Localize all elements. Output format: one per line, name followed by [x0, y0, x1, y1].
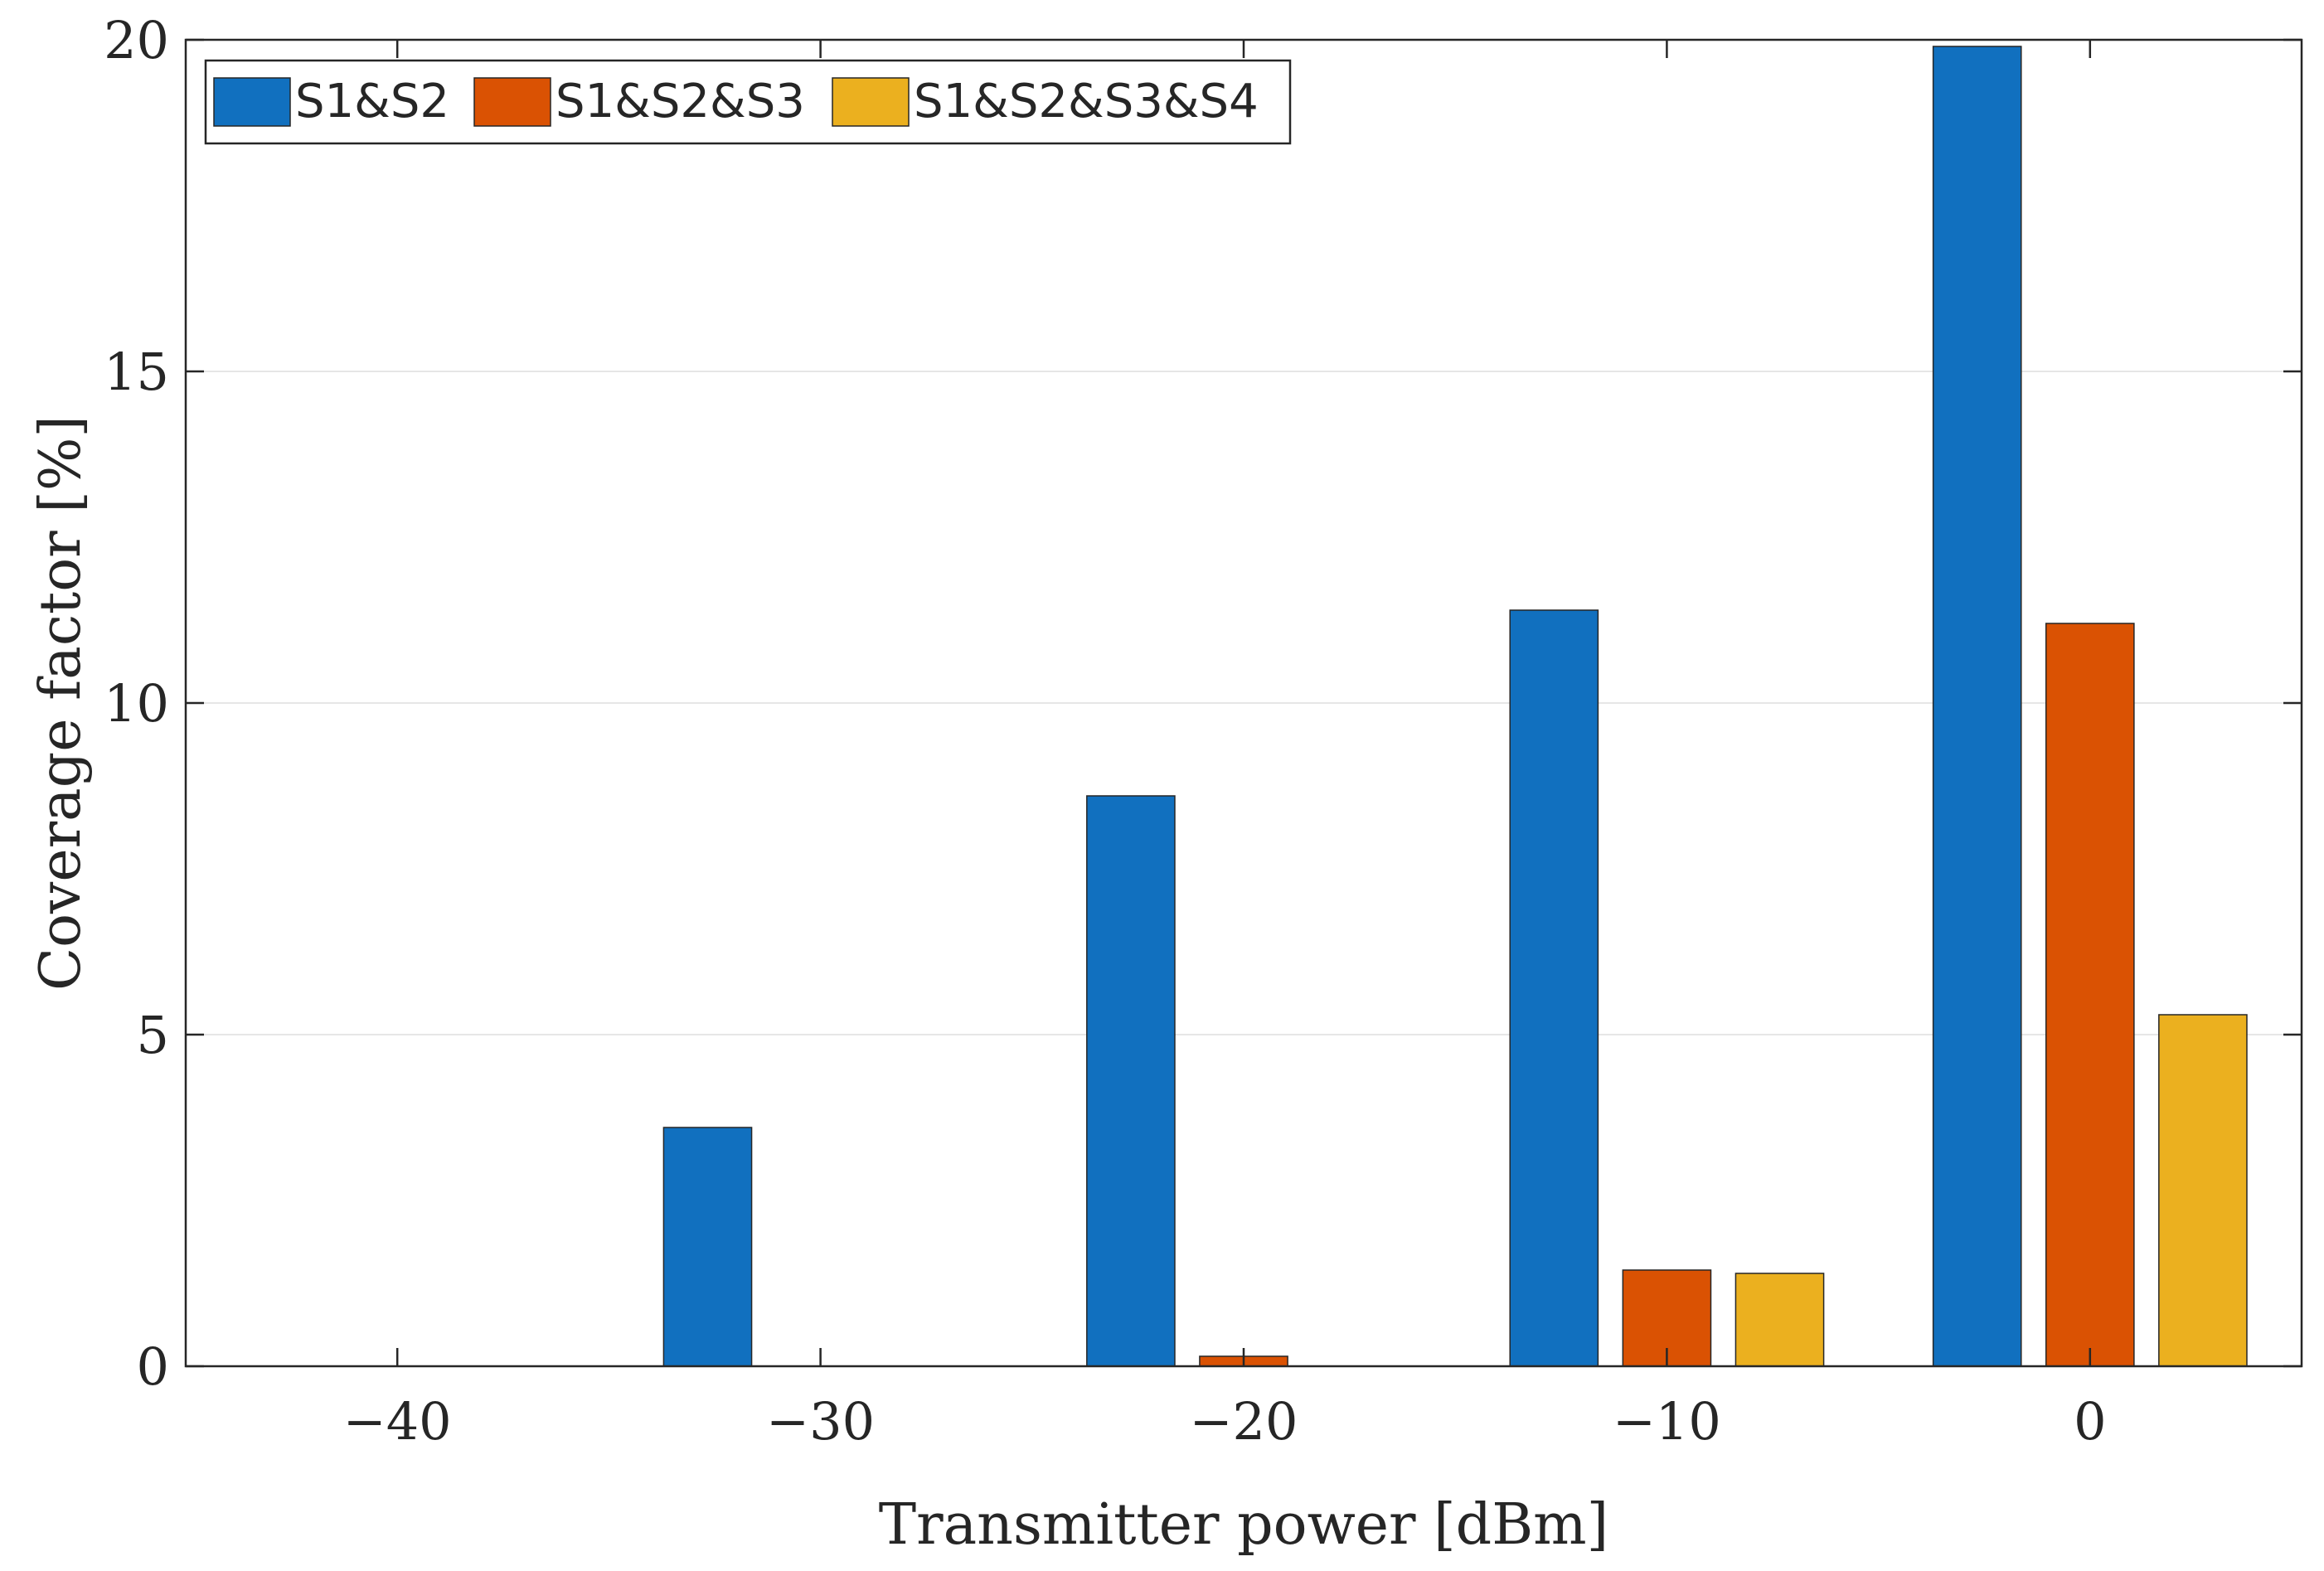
legend-swatch-1 — [473, 77, 551, 127]
x-tick-label-0: −40 — [343, 1391, 452, 1452]
y-tick-label-0: 0 — [137, 1336, 169, 1397]
x-tick-labels: −40 −30 −20 −10 0 — [343, 1391, 2107, 1452]
bar-series-1-x-4 — [2045, 623, 2135, 1367]
bar-series-2-x-3 — [1735, 1273, 1825, 1367]
x-tick-label-4: 0 — [2074, 1391, 2106, 1452]
y-tick-label-1: 5 — [137, 1005, 169, 1065]
bar-series-0-x-4 — [1932, 46, 2022, 1367]
y-axis-title: Coverage factor [%] — [28, 415, 94, 991]
bar-series-0-x-2 — [1086, 795, 1176, 1367]
legend-swatch-0 — [213, 77, 291, 127]
bars — [662, 46, 2248, 1367]
y-tick-label-4: 20 — [104, 10, 169, 70]
axis-ticks — [186, 38, 2302, 1368]
legend-box — [204, 59, 1292, 145]
y-tick-label-3: 15 — [104, 342, 169, 402]
legend-label-2: S1&S2&S3&S4 — [914, 75, 1259, 128]
bar-series-2-x-4 — [2158, 1014, 2248, 1367]
legend-swatch-2 — [832, 77, 910, 127]
y-tick-labels: 0 5 10 15 20 — [104, 10, 169, 1397]
x-axis-title: Transmitter power [dBm] — [879, 1492, 1608, 1558]
x-tick-label-2: −20 — [1190, 1391, 1298, 1452]
x-tick-label-3: −10 — [1613, 1391, 1721, 1452]
legend-label-0: S1&S2 — [295, 75, 449, 128]
legend-label-1: S1&S2&S3 — [556, 75, 805, 128]
bar-series-0-x-1 — [662, 1127, 753, 1367]
bar-series-0-x-3 — [1509, 609, 1599, 1367]
y-tick-label-2: 10 — [104, 673, 169, 734]
legend: S1&S2 S1&S2&S3 S1&S2&S3&S4 — [204, 59, 1292, 145]
x-tick-label-1: −30 — [766, 1391, 875, 1452]
